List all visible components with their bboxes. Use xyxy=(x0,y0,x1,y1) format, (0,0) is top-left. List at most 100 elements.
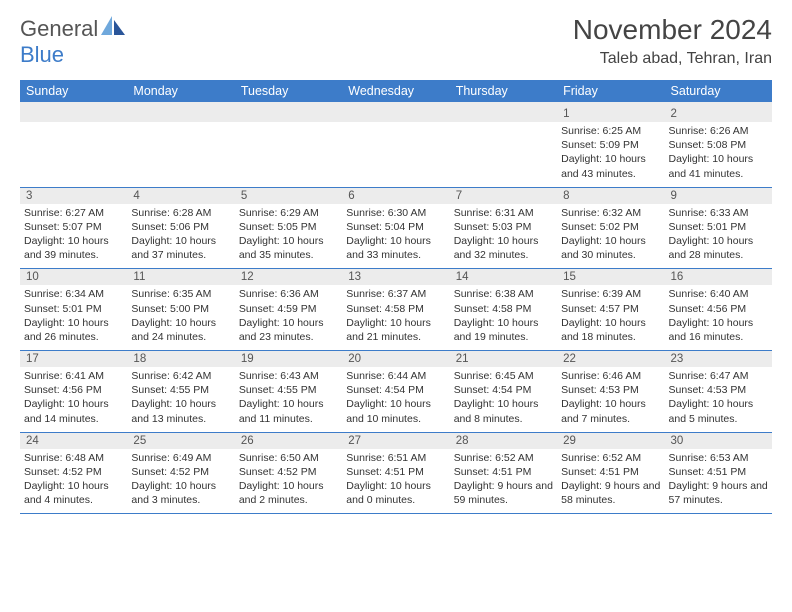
day-number: 1 xyxy=(557,106,664,122)
day-line: Sunrise: 6:27 AM xyxy=(24,206,123,220)
logo-text: GeneralBlue xyxy=(20,14,126,68)
day-line: Daylight: 10 hours and 37 minutes. xyxy=(131,234,230,262)
day-line: Sunset: 5:08 PM xyxy=(669,138,768,152)
day-line: Sunset: 4:51 PM xyxy=(669,465,768,479)
week-row: Sunrise: 6:41 AMSunset: 4:56 PMDaylight:… xyxy=(20,367,772,432)
day-cell: Sunrise: 6:36 AMSunset: 4:59 PMDaylight:… xyxy=(235,285,342,350)
day-cell: Sunrise: 6:52 AMSunset: 4:51 PMDaylight:… xyxy=(450,449,557,514)
day-number: 15 xyxy=(557,269,664,286)
day-line: Sunrise: 6:30 AM xyxy=(346,206,445,220)
day-line: Sunset: 5:00 PM xyxy=(131,302,230,316)
day-line: Sunset: 4:51 PM xyxy=(346,465,445,479)
day-line: Daylight: 10 hours and 30 minutes. xyxy=(561,234,660,262)
day-line: Sunrise: 6:38 AM xyxy=(454,287,553,301)
day-number: 25 xyxy=(127,432,234,449)
day-line: Sunrise: 6:51 AM xyxy=(346,451,445,465)
day-cell xyxy=(235,122,342,187)
day-line: Sunrise: 6:31 AM xyxy=(454,206,553,220)
day-label: Wednesday xyxy=(342,80,449,102)
day-label: Sunday xyxy=(20,80,127,102)
day-line: Daylight: 10 hours and 23 minutes. xyxy=(239,316,338,344)
day-label: Saturday xyxy=(665,80,772,102)
day-number: 7 xyxy=(450,187,557,204)
day-line: Daylight: 10 hours and 0 minutes. xyxy=(346,479,445,507)
day-line: Sunset: 4:52 PM xyxy=(131,465,230,479)
logo: GeneralBlue xyxy=(20,14,126,68)
day-number: 11 xyxy=(127,269,234,286)
day-line: Sunrise: 6:33 AM xyxy=(669,206,768,220)
day-number: 21 xyxy=(450,351,557,368)
day-cell: Sunrise: 6:42 AMSunset: 4:55 PMDaylight:… xyxy=(127,367,234,432)
day-cell: Sunrise: 6:43 AMSunset: 4:55 PMDaylight:… xyxy=(235,367,342,432)
day-number: 18 xyxy=(127,351,234,368)
day-line: Sunrise: 6:26 AM xyxy=(669,124,768,138)
day-line: Sunset: 5:06 PM xyxy=(131,220,230,234)
day-number xyxy=(127,106,234,122)
day-cell: Sunrise: 6:39 AMSunset: 4:57 PMDaylight:… xyxy=(557,285,664,350)
day-line: Sunset: 4:53 PM xyxy=(561,383,660,397)
day-line: Daylight: 10 hours and 16 minutes. xyxy=(669,316,768,344)
day-line: Sunset: 5:04 PM xyxy=(346,220,445,234)
day-line: Sunrise: 6:48 AM xyxy=(24,451,123,465)
day-line: Sunset: 4:59 PM xyxy=(239,302,338,316)
day-line: Sunrise: 6:45 AM xyxy=(454,369,553,383)
day-number-row: 3456789 xyxy=(20,187,772,204)
day-number: 17 xyxy=(20,351,127,368)
day-line: Sunrise: 6:35 AM xyxy=(131,287,230,301)
day-line: Daylight: 10 hours and 32 minutes. xyxy=(454,234,553,262)
day-cell: Sunrise: 6:27 AMSunset: 5:07 PMDaylight:… xyxy=(20,204,127,269)
day-cell: Sunrise: 6:37 AMSunset: 4:58 PMDaylight:… xyxy=(342,285,449,350)
week-row: Sunrise: 6:48 AMSunset: 4:52 PMDaylight:… xyxy=(20,449,772,514)
day-number: 20 xyxy=(342,351,449,368)
day-line: Sunset: 4:54 PM xyxy=(346,383,445,397)
day-cell xyxy=(342,122,449,187)
day-label: Friday xyxy=(557,80,664,102)
day-line: Sunrise: 6:39 AM xyxy=(561,287,660,301)
day-line: Sunrise: 6:47 AM xyxy=(669,369,768,383)
day-cell: Sunrise: 6:40 AMSunset: 4:56 PMDaylight:… xyxy=(665,285,772,350)
day-line: Daylight: 10 hours and 7 minutes. xyxy=(561,397,660,425)
day-line: Sunset: 4:57 PM xyxy=(561,302,660,316)
day-cell xyxy=(450,122,557,187)
day-line: Daylight: 10 hours and 18 minutes. xyxy=(561,316,660,344)
day-line: Daylight: 10 hours and 14 minutes. xyxy=(24,397,123,425)
day-cell: Sunrise: 6:51 AMSunset: 4:51 PMDaylight:… xyxy=(342,449,449,514)
day-cell xyxy=(127,122,234,187)
day-line: Daylight: 10 hours and 5 minutes. xyxy=(669,397,768,425)
title-block: November 2024 Taleb abad, Tehran, Iran xyxy=(573,14,772,68)
day-line: Daylight: 10 hours and 26 minutes. xyxy=(24,316,123,344)
day-number: 10 xyxy=(20,269,127,286)
day-line: Sunrise: 6:25 AM xyxy=(561,124,660,138)
day-line: Daylight: 10 hours and 28 minutes. xyxy=(669,234,768,262)
day-line: Sunset: 4:52 PM xyxy=(24,465,123,479)
month-title: November 2024 xyxy=(573,14,772,46)
day-cell: Sunrise: 6:41 AMSunset: 4:56 PMDaylight:… xyxy=(20,367,127,432)
day-line: Sunset: 5:07 PM xyxy=(24,220,123,234)
day-cell: Sunrise: 6:32 AMSunset: 5:02 PMDaylight:… xyxy=(557,204,664,269)
day-line: Sunrise: 6:36 AM xyxy=(239,287,338,301)
day-line: Sunrise: 6:50 AM xyxy=(239,451,338,465)
day-line: Sunrise: 6:44 AM xyxy=(346,369,445,383)
day-line: Sunrise: 6:46 AM xyxy=(561,369,660,383)
day-number: 12 xyxy=(235,269,342,286)
day-cell: Sunrise: 6:47 AMSunset: 4:53 PMDaylight:… xyxy=(665,367,772,432)
day-line: Sunset: 4:54 PM xyxy=(454,383,553,397)
day-number: 23 xyxy=(665,351,772,368)
day-number: 2 xyxy=(665,106,772,122)
day-cell: Sunrise: 6:31 AMSunset: 5:03 PMDaylight:… xyxy=(450,204,557,269)
day-line: Sunrise: 6:29 AM xyxy=(239,206,338,220)
day-line: Sunset: 4:55 PM xyxy=(239,383,338,397)
day-line: Daylight: 10 hours and 21 minutes. xyxy=(346,316,445,344)
day-line: Sunrise: 6:34 AM xyxy=(24,287,123,301)
calendar-table: Sunday Monday Tuesday Wednesday Thursday… xyxy=(20,80,772,514)
day-line: Sunrise: 6:41 AM xyxy=(24,369,123,383)
day-line: Sunset: 5:09 PM xyxy=(561,138,660,152)
day-line: Daylight: 10 hours and 24 minutes. xyxy=(131,316,230,344)
day-line: Sunrise: 6:52 AM xyxy=(561,451,660,465)
logo-word-2: Blue xyxy=(20,42,64,67)
day-line: Sunrise: 6:49 AM xyxy=(131,451,230,465)
day-line: Daylight: 9 hours and 59 minutes. xyxy=(454,479,553,507)
day-line: Daylight: 10 hours and 10 minutes. xyxy=(346,397,445,425)
day-number: 9 xyxy=(665,187,772,204)
day-cell: Sunrise: 6:30 AMSunset: 5:04 PMDaylight:… xyxy=(342,204,449,269)
